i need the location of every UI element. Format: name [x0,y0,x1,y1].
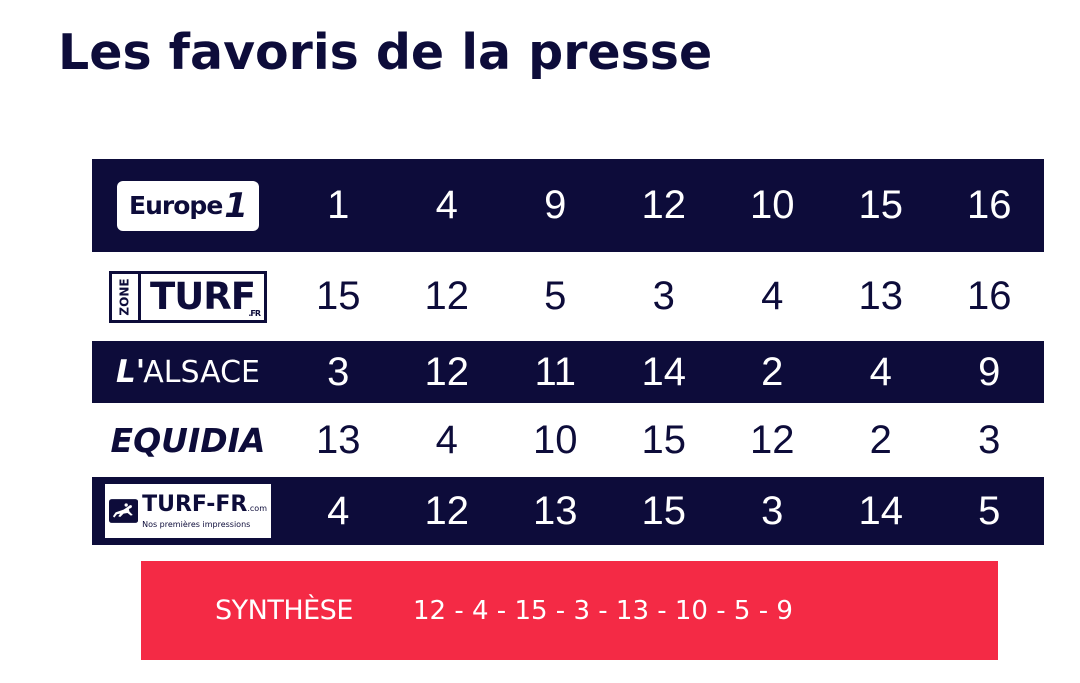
horse-number: 15 [641,417,687,462]
synthese-banner: SYNTHÈSE 12 - 4 - 15 - 3 - 13 - 10 - 5 -… [141,561,998,660]
horse-number: 3 [978,417,1001,462]
table-row-zoneturf: ZONE TURF .FR 15 12 5 3 4 13 16 [92,252,1044,341]
synthese-label: SYNTHÈSE [215,595,353,626]
alsace-logo: L' ALSACE [116,354,260,390]
horse-number: 16 [967,274,1012,318]
turffr-logo-name: TURF-FR [142,491,248,517]
horse-number: 5 [978,488,1001,533]
turffr-logo: TURF-FR.com Nos premières impressions [105,484,271,538]
press-favorites-table: Europe 1 1 4 9 12 10 15 16 ZONE TURF .FR … [92,159,1044,545]
horse-number: 12 [641,183,687,227]
horse-number: 13 [533,488,578,533]
horse-icon [109,499,139,523]
logo-cell: TURF-FR.com Nos premières impressions [92,477,284,545]
horse-number: 13 [858,274,904,318]
horse-number: 4 [327,488,350,533]
horse-number: 9 [978,349,1001,394]
horse-number: 1 [327,183,350,227]
zoneturf-logo-fr: .FR [248,308,261,318]
logo-cell: L' ALSACE [92,341,284,403]
horse-number: 15 [641,488,687,533]
table-row-europe1: Europe 1 1 4 9 12 10 15 16 [92,159,1044,252]
synthese-values: 12 - 4 - 15 - 3 - 13 - 10 - 5 - 9 [413,595,793,626]
horse-number: 9 [544,183,567,227]
horse-number: 4 [869,349,892,394]
horse-number: 16 [967,183,1012,227]
horse-number: 14 [858,488,904,533]
table-row-turffr: TURF-FR.com Nos premières impressions 4 … [92,477,1044,545]
logo-cell: ZONE TURF .FR [92,252,284,341]
horse-number: 12 [424,488,470,533]
logo-cell: EQUIDIA [92,403,284,477]
horse-number: 2 [761,349,784,394]
horse-number: 4 [435,183,458,227]
zoneturf-logo-zone: ZONE [112,273,141,320]
horse-number: 2 [869,417,892,462]
table-row-equidia: EQUIDIA 13 4 10 15 12 2 3 [92,403,1044,477]
horse-number: 12 [750,417,795,462]
europe1-logo-text: Europe [129,191,223,220]
table-row-alsace: L' ALSACE 3 12 11 14 2 4 9 [92,341,1044,403]
horse-number: 14 [641,349,687,394]
turffr-logo-tagline: Nos premières impressions [142,519,251,529]
horse-number: 11 [534,349,577,394]
horse-number: 5 [544,274,567,318]
horse-number: 15 [316,274,361,318]
zoneturf-logo: ZONE TURF .FR [109,270,267,323]
horse-number: 3 [652,274,675,318]
europe1-logo: Europe 1 [117,180,259,231]
horse-number: 3 [761,488,784,533]
page-title: Les favoris de la presse [58,24,713,81]
horse-number: 15 [858,183,904,227]
horse-number: 10 [533,417,578,462]
horse-number: 10 [750,183,795,227]
horse-number: 3 [327,349,350,394]
equidia-logo: EQUIDIA [110,420,266,460]
turffr-logo-domain: .com [247,503,267,513]
horse-number: 12 [424,274,470,318]
europe1-logo-number: 1 [224,185,248,226]
zoneturf-logo-turf: TURF .FR [149,275,261,318]
horse-number: 4 [435,417,458,462]
logo-cell: Europe 1 [92,159,284,252]
horse-number: 13 [316,417,361,462]
horse-number: 12 [424,349,470,394]
horse-number: 4 [761,274,784,318]
